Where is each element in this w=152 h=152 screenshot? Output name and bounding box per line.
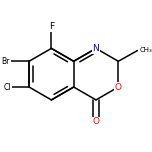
Text: F: F — [49, 22, 54, 31]
Text: Br: Br — [2, 57, 10, 66]
Text: O: O — [93, 117, 100, 126]
Text: O: O — [115, 83, 122, 92]
Text: N: N — [93, 44, 99, 53]
Text: Cl: Cl — [3, 83, 11, 92]
Text: CH₃: CH₃ — [140, 47, 152, 54]
